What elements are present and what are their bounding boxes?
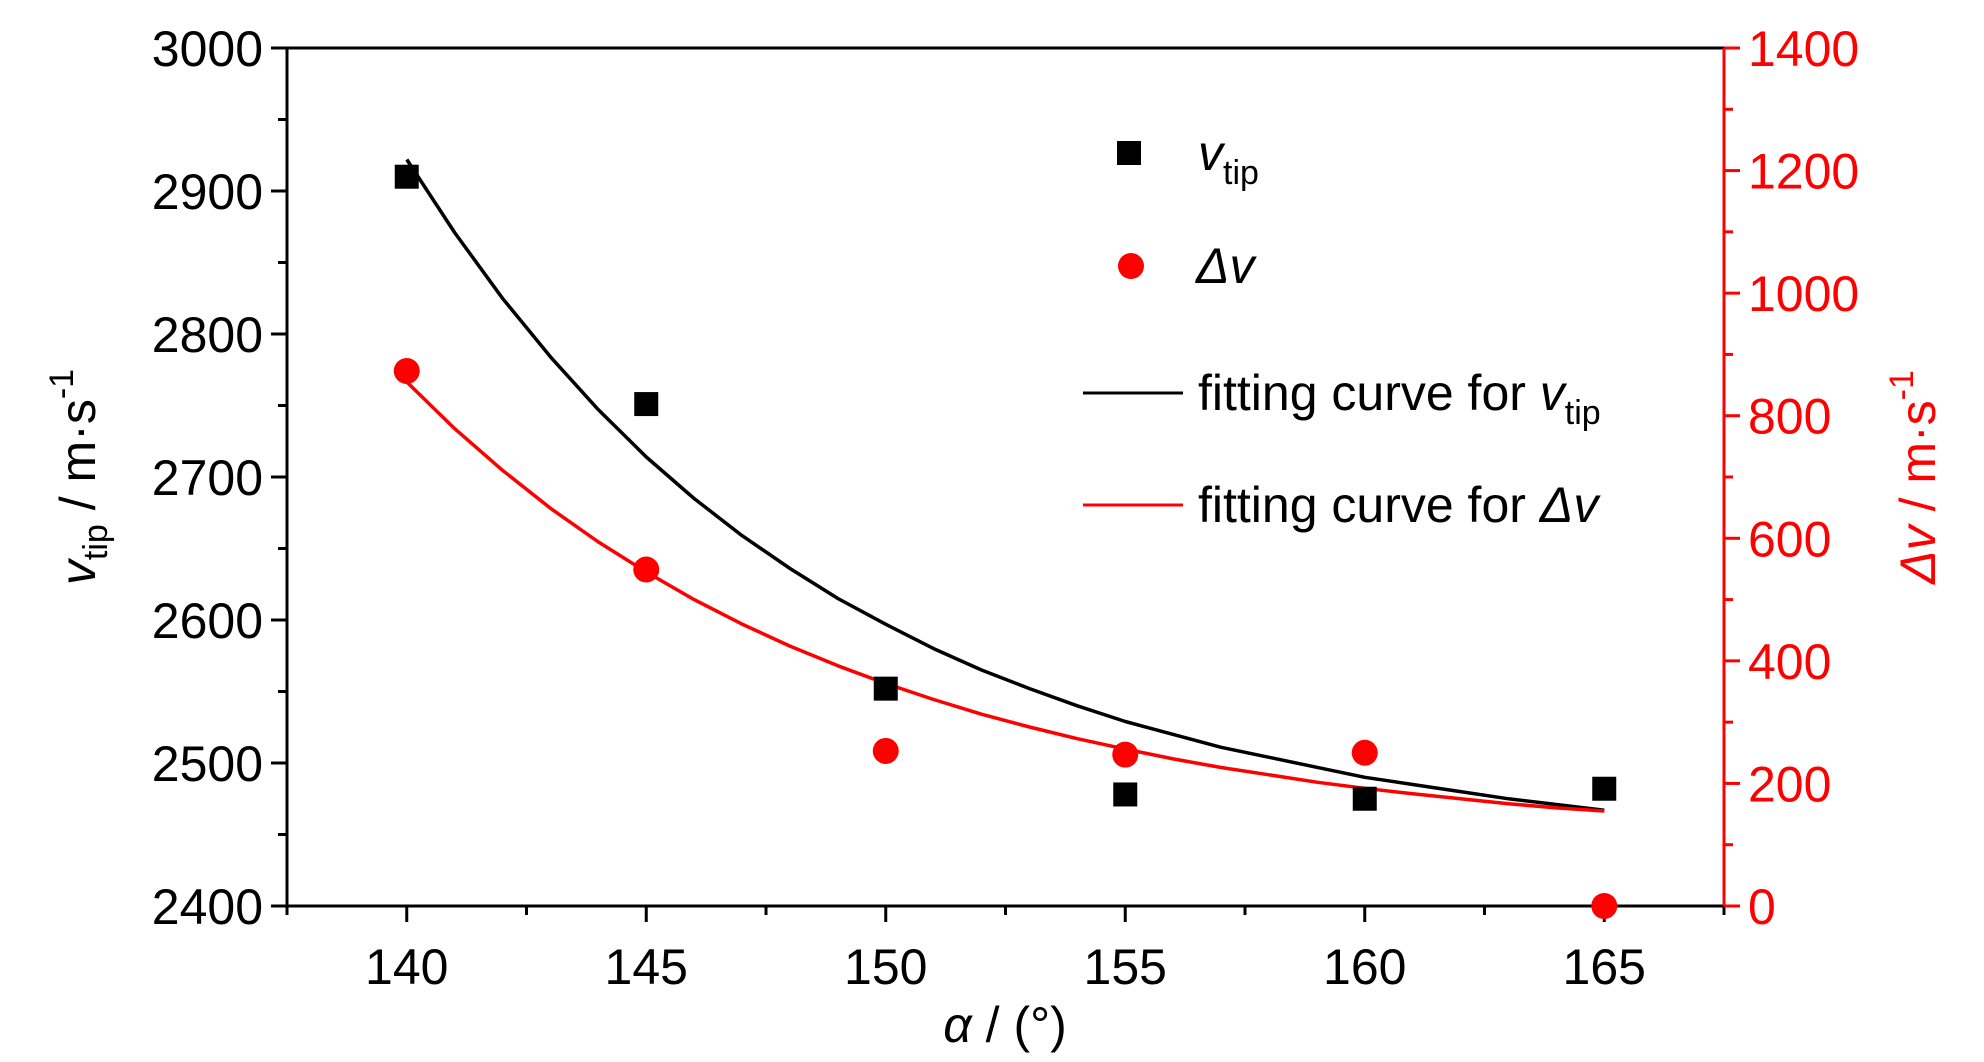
x-axis-title: α / (°) xyxy=(943,997,1067,1053)
legend-marker-square xyxy=(1117,141,1141,165)
x-tick-label: 140 xyxy=(365,939,448,995)
fit-curve-left xyxy=(405,158,1605,812)
left-y-axis-ticks: 2400 2500 2600 2700 2800 2900 3000 xyxy=(152,21,287,935)
x-tick-label: 160 xyxy=(1323,939,1406,995)
right-y-tick-label: 1400 xyxy=(1748,21,1859,77)
right-y-axis-title: Δv / m·s-1 xyxy=(1883,370,1946,585)
x-axis-ticks: 140 145 150 155 160 165 xyxy=(285,906,1726,995)
vtip-point xyxy=(634,392,659,417)
delta-v-point xyxy=(1112,741,1139,768)
left-y-axis-title: vtip / m·s-1 xyxy=(43,369,115,585)
delta-v-point xyxy=(872,737,899,764)
series-layer xyxy=(393,158,1618,919)
right-y-tick-label: 1000 xyxy=(1748,266,1859,322)
right-y-tick-label: 400 xyxy=(1748,634,1831,690)
legend-marker-circle xyxy=(1118,253,1144,279)
right-y-tick-label: 1200 xyxy=(1748,144,1859,200)
left-y-tick-label: 2700 xyxy=(152,450,263,506)
right-y-axis-ticks: 0 200 400 600 800 1000 1200 1400 xyxy=(1724,21,1859,935)
legend-label-fit-vtip: fitting curve for vtip xyxy=(1198,365,1601,432)
left-y-tick-label: 2900 xyxy=(152,164,263,220)
left-y-tick-label: 2500 xyxy=(152,736,263,792)
right-y-tick-label: 600 xyxy=(1748,511,1831,567)
delta-v-point xyxy=(633,556,660,583)
vtip-point xyxy=(1352,786,1377,811)
legend: vtip Δv fitting curve for vtip fitting c… xyxy=(1083,125,1601,533)
legend-label-fit-delta-v: fitting curve for Δv xyxy=(1198,477,1601,533)
vtip-point xyxy=(1592,776,1617,801)
right-y-tick-label: 200 xyxy=(1748,756,1831,812)
left-y-tick-label: 2600 xyxy=(152,593,263,649)
left-y-tick-label: 2800 xyxy=(152,307,263,363)
delta-v-point xyxy=(1351,739,1378,766)
delta-v-point xyxy=(393,357,420,384)
x-tick-label: 150 xyxy=(844,939,927,995)
legend-label-delta-v: Δv xyxy=(1195,238,1258,294)
x-tick-label: 155 xyxy=(1084,939,1167,995)
vtip-point xyxy=(873,676,898,701)
x-tick-label: 165 xyxy=(1563,939,1646,995)
right-y-tick-label: 0 xyxy=(1748,879,1776,935)
vtip-point xyxy=(1113,782,1138,807)
fit-curve-right xyxy=(405,380,1605,813)
left-y-tick-label: 2400 xyxy=(152,879,263,935)
delta-v-point xyxy=(1591,893,1618,919)
left-y-tick-label: 3000 xyxy=(152,21,263,77)
right-y-tick-label: 800 xyxy=(1748,389,1831,445)
vtip-point xyxy=(394,164,419,189)
legend-label-vtip: vtip xyxy=(1198,125,1259,192)
x-tick-label: 145 xyxy=(605,939,688,995)
